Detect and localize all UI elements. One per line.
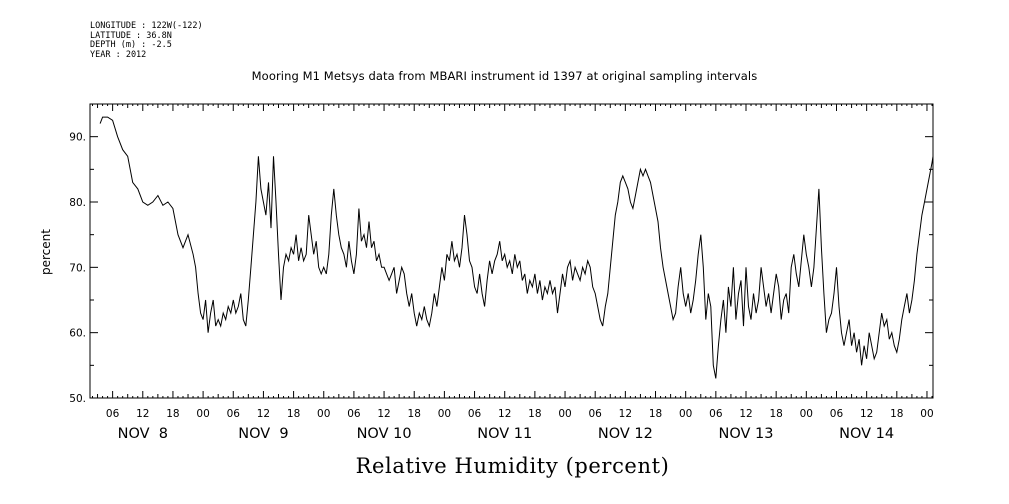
x-tick-label: 12 (860, 408, 873, 420)
y-tick-label: 70. (69, 262, 86, 274)
x-axis-title: Relative Humidity (percent) (355, 454, 670, 478)
plot-frame (89, 103, 934, 399)
x-tick-label: 00 (920, 408, 933, 420)
x-tick-label: 00 (438, 408, 451, 420)
x-tick-label: 06 (106, 408, 120, 420)
x-tick-label: 12 (136, 408, 149, 420)
x-tick-label: 18 (769, 408, 782, 420)
x-tick-label: 06 (468, 408, 482, 420)
x-tick-label: 18 (408, 408, 421, 420)
y-tick-label: 80. (69, 197, 86, 209)
x-tick-label: 18 (166, 408, 179, 420)
y-tick-label: 50. (69, 393, 86, 405)
x-tick-label: 06 (227, 408, 241, 420)
x-tick-label: 00 (317, 408, 330, 420)
y-tick-label: 90. (69, 132, 86, 144)
meta-depth: DEPTH (m) : -2.5 (90, 40, 172, 51)
day-label: NOV 13 (719, 426, 774, 442)
x-tick-label: 12 (498, 408, 511, 420)
day-label: NOV 12 (598, 426, 653, 442)
day-label: NOV 14 (839, 426, 894, 442)
x-tick-label: 06 (589, 408, 603, 420)
meta-latitude: LATITUDE : 36.8N (90, 30, 172, 41)
x-tick-label: 12 (257, 408, 270, 420)
day-label: NOV 10 (357, 426, 412, 442)
x-tick-label: 18 (649, 408, 662, 420)
x-tick-label: 18 (890, 408, 903, 420)
meta-longitude: LONGITUDE : 122W(-122) (90, 21, 203, 31)
meta-year: YEAR : 2012 (90, 49, 147, 60)
day-label: NOV 8 (118, 426, 168, 442)
x-tick-label: 00 (679, 408, 692, 420)
x-tick-label: 06 (830, 408, 844, 420)
day-label: NOV 11 (477, 426, 532, 442)
chart-title: Mooring M1 Metsys data from MBARI instru… (251, 69, 758, 83)
x-tick-label: 00 (196, 408, 209, 420)
humidity-series-line (99, 116, 934, 379)
metadata-block: LONGITUDE : 122W(-122) LATITUDE : 36.8N … (90, 21, 203, 60)
x-tick-label: 12 (739, 408, 752, 420)
x-tick-label: 06 (709, 408, 723, 420)
x-tick-label: 00 (800, 408, 813, 420)
x-tick-label: 18 (287, 408, 300, 420)
day-label: NOV 9 (238, 426, 288, 442)
x-tick-label: 00 (558, 408, 571, 420)
x-tick-label: 06 (347, 408, 361, 420)
x-tick-label: 12 (377, 408, 390, 420)
y-axis-label: percent (39, 229, 53, 275)
x-tick-label: 12 (619, 408, 632, 420)
y-tick-label: 60. (69, 328, 86, 340)
x-tick-label: 18 (528, 408, 541, 420)
